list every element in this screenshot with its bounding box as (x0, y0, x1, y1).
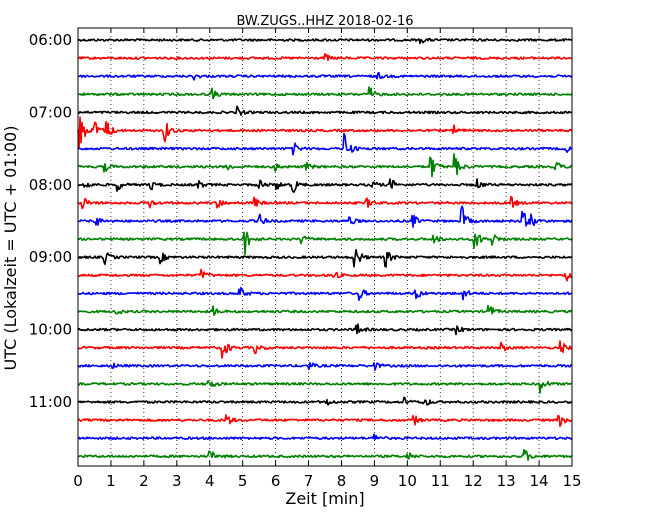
trace-11:00 (77, 396, 573, 406)
x-tick-label: 10 (398, 472, 417, 490)
y-tick-label: 06:00 (29, 31, 72, 49)
x-tick-label: 3 (172, 472, 182, 490)
chart-title: BW.ZUGS..HHZ 2018-02-16 (236, 14, 413, 29)
y-tick-label: 07:00 (29, 103, 72, 121)
x-tick-label: 8 (337, 472, 347, 490)
trace-11:15 (77, 414, 573, 428)
trace-08:00 (77, 178, 573, 193)
y-tick-label: 08:00 (29, 176, 72, 194)
trace-06:45 (77, 86, 573, 100)
trace-09:00 (77, 248, 573, 268)
y-axis-ticks: 06:00 07:00 08:00 09:00 10:00 11:00 (29, 31, 572, 411)
trace-09:45 (77, 304, 573, 316)
trace-07:30 (77, 132, 573, 156)
x-tick-label: 13 (497, 472, 516, 490)
x-tick-label: 2 (139, 472, 149, 490)
x-axis-ticks: 0 1 2 3 4 5 6 7 8 9 10 11 12 13 14 15 (73, 28, 582, 490)
y-tick-label: 09:00 (29, 248, 72, 266)
trace-10:30 (77, 361, 573, 371)
trace-09:30 (77, 286, 573, 302)
trace-10:45 (77, 380, 573, 394)
x-tick-label: 5 (238, 472, 248, 490)
trace-10:15 (77, 340, 573, 359)
x-tick-label: 9 (370, 472, 380, 490)
x-tick-label: 15 (562, 472, 581, 490)
trace-08:45 (77, 231, 573, 256)
y-tick-label: 11:00 (29, 393, 72, 411)
x-tick-label: 6 (271, 472, 281, 490)
y-tick-label: 10:00 (29, 321, 72, 339)
x-tick-label: 1 (106, 472, 116, 490)
trace-10:00 (77, 323, 573, 336)
x-axis-label: Zeit [min] (285, 489, 364, 508)
seismogram-traces (77, 37, 573, 461)
x-tick-label: 12 (464, 472, 483, 490)
x-tick-label: 14 (530, 472, 549, 490)
trace-11:30 (77, 433, 573, 441)
x-tick-label: 7 (304, 472, 314, 490)
plot-frame (77, 27, 573, 467)
trace-08:15 (77, 195, 573, 210)
x-tick-label: 4 (205, 472, 215, 490)
trace-11:45 (77, 448, 573, 461)
trace-08:30 (77, 205, 573, 228)
trace-07:15 (77, 116, 573, 149)
x-tick-label: 0 (73, 472, 83, 490)
trace-06:15 (77, 52, 573, 62)
trace-06:30 (77, 72, 573, 81)
trace-07:45 (77, 153, 573, 178)
x-tick-label: 11 (431, 472, 450, 490)
trace-07:00 (77, 105, 573, 116)
trace-06:00 (77, 37, 573, 45)
y-axis-label: UTC (Lokalzeit = UTC + 01:00) (1, 126, 20, 371)
trace-09:15 (77, 268, 573, 282)
